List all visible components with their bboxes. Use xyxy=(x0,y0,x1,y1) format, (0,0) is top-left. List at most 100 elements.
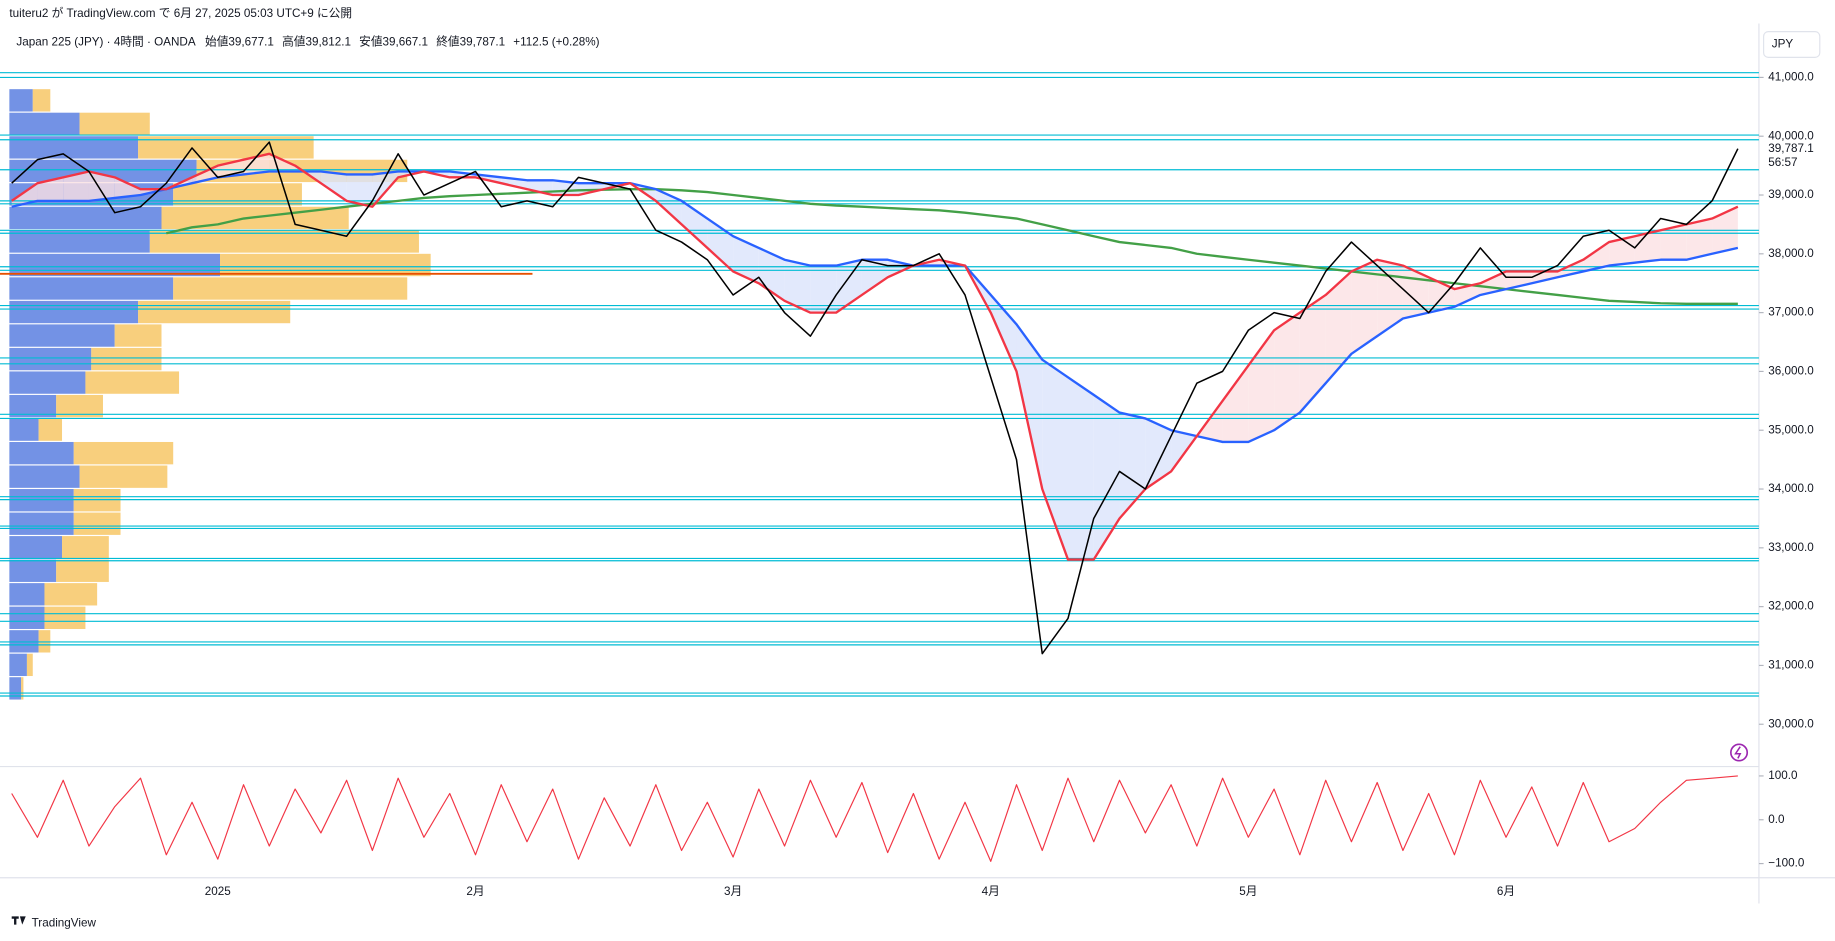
ma-fill xyxy=(990,294,1017,372)
ma-fill xyxy=(269,153,296,172)
profile-up xyxy=(9,677,22,700)
series-line xyxy=(166,187,1738,306)
profile-down xyxy=(79,112,150,136)
profile-down xyxy=(38,418,63,441)
profile-up xyxy=(9,489,74,512)
profile-down xyxy=(85,371,180,394)
ma-fill xyxy=(1093,394,1120,560)
ma-fill xyxy=(1634,230,1661,263)
profile-up xyxy=(9,441,74,465)
logo xyxy=(11,916,26,925)
series-line xyxy=(11,775,1738,862)
x-tick-label: 4月 xyxy=(982,885,1000,898)
ma-fill xyxy=(707,218,734,272)
y-tick-label: 32,000.0 xyxy=(1768,600,1814,613)
ohlc-value: 始値39,677.1 xyxy=(205,34,274,48)
profile-down xyxy=(73,489,121,512)
y-tick-label: 31,000.0 xyxy=(1768,659,1814,672)
profile-up xyxy=(9,230,150,253)
profile-down xyxy=(149,230,419,253)
y-tick-label: 40,000.0 xyxy=(1768,129,1814,142)
currency-button[interactable] xyxy=(1763,31,1821,58)
ma-fill xyxy=(63,171,89,201)
y-tick-label: 41,000.0 xyxy=(1768,71,1814,84)
ma-fill xyxy=(1325,271,1352,384)
brand: TradingView xyxy=(32,916,97,929)
ma-fill xyxy=(320,171,347,201)
profile-up xyxy=(9,371,86,394)
x-tick-label: 6月 xyxy=(1497,885,1515,898)
ma-fill xyxy=(810,265,837,313)
profile-down xyxy=(220,253,431,277)
y-tick-label: 39,000.0 xyxy=(1768,188,1814,201)
profile-up xyxy=(9,418,39,441)
profile-up xyxy=(9,206,162,230)
ma-fill xyxy=(88,171,115,201)
y-tick-label: 36,000.0 xyxy=(1768,365,1814,378)
series-line xyxy=(11,170,1739,444)
profile-down xyxy=(173,183,302,206)
profile-down xyxy=(173,277,408,300)
y-tick-label: 33,000.0 xyxy=(1768,541,1814,554)
profile-up xyxy=(9,606,45,629)
ohlc-value: +112.5 (+0.28%) xyxy=(513,35,599,48)
currency: JPY xyxy=(1772,38,1794,51)
profile-down xyxy=(26,653,33,677)
profile-down xyxy=(21,677,24,700)
x-tick-label: 3月 xyxy=(724,885,742,898)
ma-fill xyxy=(836,259,862,313)
ma-fill xyxy=(346,174,373,207)
published-note: tuiteru2 が TradingView.com で 6月 27, 2025… xyxy=(9,6,352,20)
profile-up xyxy=(9,536,63,559)
y-tick-label: 30,000.0 xyxy=(1768,717,1814,730)
profile-up xyxy=(9,512,74,535)
profile-up xyxy=(9,653,27,677)
profile-up xyxy=(9,159,197,183)
profile-down xyxy=(44,606,86,629)
profile-down xyxy=(73,441,174,465)
profile-up xyxy=(9,394,57,418)
ma-fill xyxy=(681,200,708,248)
profile-down xyxy=(79,465,168,488)
ma-fill xyxy=(1454,283,1481,307)
profile-down xyxy=(56,559,109,582)
series-line xyxy=(11,141,1739,655)
ma-fill xyxy=(1222,365,1249,442)
ohlc-value: 高値39,812.1 xyxy=(282,34,351,48)
ohlc-value: 終値39,787.1 xyxy=(436,34,505,48)
profile-down xyxy=(44,583,98,606)
profile-up xyxy=(9,112,80,136)
osc-tick-label: −100.0 xyxy=(1768,857,1805,870)
ma-fill xyxy=(1377,259,1403,337)
countdown: 56:57 xyxy=(1768,156,1797,169)
ma-fill xyxy=(1351,259,1378,354)
x-tick-label: 2月 xyxy=(466,885,484,898)
alert-icon[interactable] xyxy=(1730,743,1749,762)
profile-up xyxy=(9,89,33,112)
ma-fill xyxy=(1299,294,1326,413)
symbol-title: Japan 225 (JPY) · 4時間 · OANDA xyxy=(16,35,195,48)
osc-tick-label: 100.0 xyxy=(1768,769,1798,782)
y-tick-label: 34,000.0 xyxy=(1768,482,1814,495)
ma-fill xyxy=(1274,312,1300,431)
profile-down xyxy=(62,536,109,559)
profile-up xyxy=(9,136,139,159)
y-tick-label: 35,000.0 xyxy=(1768,423,1814,436)
profile-down xyxy=(91,347,162,371)
x-tick-label: 2025 xyxy=(205,885,232,898)
ohlc-value: 安値39,667.1 xyxy=(359,34,428,48)
ma-fill xyxy=(733,236,759,284)
profile-up xyxy=(9,277,174,300)
ma-fill xyxy=(1583,242,1610,272)
profile-up xyxy=(9,253,221,277)
x-tick-label: 5月 xyxy=(1239,885,1257,898)
ma-fill xyxy=(1016,324,1043,490)
ma-fill xyxy=(37,177,64,201)
ma-fill xyxy=(1042,359,1069,560)
profile-down xyxy=(32,89,51,112)
y-tick-label: 37,000.0 xyxy=(1768,306,1814,319)
profile-up xyxy=(9,347,92,371)
ma-fill xyxy=(758,247,785,301)
y-tick-label: 38,000.0 xyxy=(1768,247,1814,260)
